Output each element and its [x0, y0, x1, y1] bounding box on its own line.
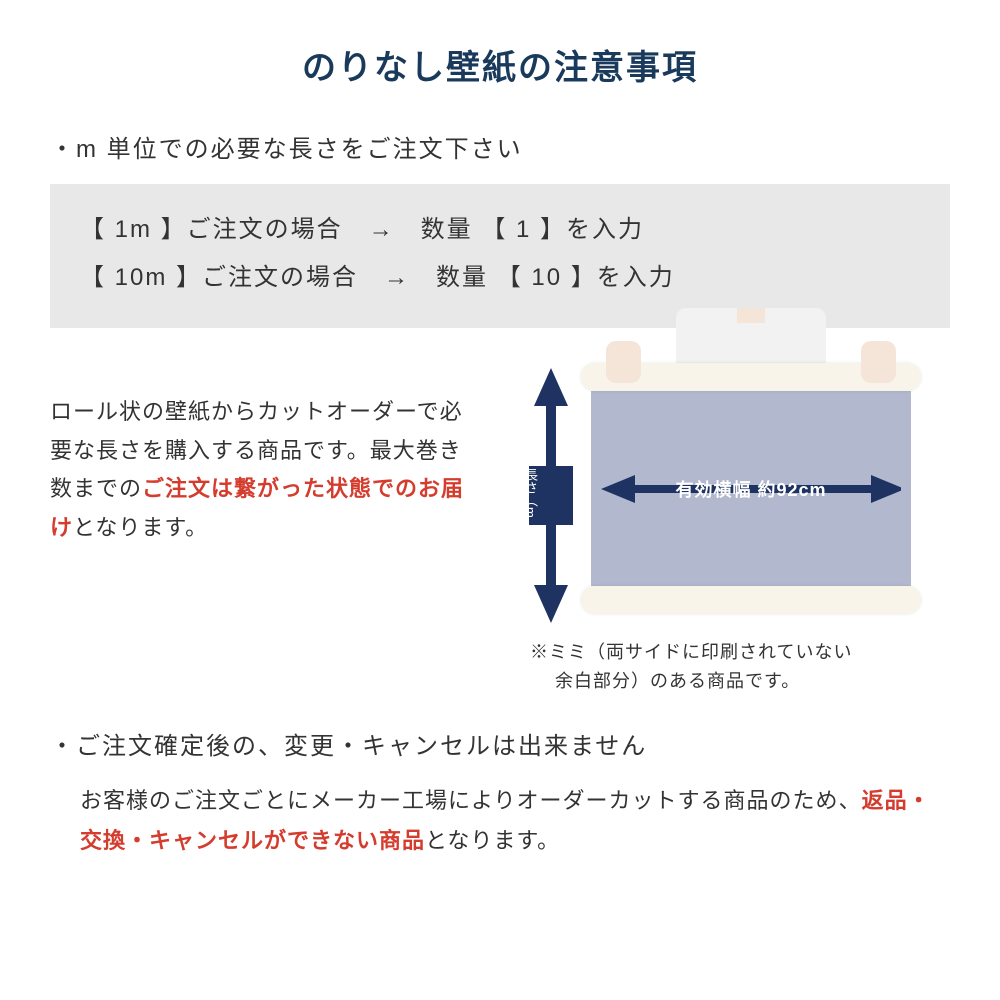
section1-heading: ・m 単位での必要な長さをご注文下さい: [50, 129, 950, 164]
middle-section: ロール状の壁紙からカットオーダーで必要な長さを購入する商品です。最大巻き数までの…: [50, 363, 950, 623]
page-title: のりなし壁紙の注意事項: [50, 40, 950, 89]
section2-heading: ・ご注文確定後の、変更・キャンセルは出来ません: [50, 726, 950, 761]
person-neck: [737, 308, 765, 323]
wallpaper-sheet: 有効横幅 約92cm: [591, 391, 911, 586]
roll-description: ロール状の壁紙からカットオーダーで必要な長さを購入する商品です。最大巻き数までの…: [50, 363, 480, 623]
example-line-1: 【 1m 】ご注文の場合 → 数量 【 1 】を入力: [80, 206, 920, 254]
hand-left: [606, 341, 641, 383]
roll-bottom: [581, 586, 921, 614]
hand-right: [861, 341, 896, 383]
mimi-note: ※ミミ（両サイドに印刷されていない 余白部分）のある商品です。: [50, 638, 950, 696]
desc-after: となります。: [73, 515, 208, 540]
section2-description: お客様のご注文ごとにメーカー工場によりオーダーカットする商品のため、返品・交換・…: [50, 781, 950, 862]
desc2-before: お客様のご注文ごとにメーカー工場によりオーダーカットする商品のため、: [80, 788, 862, 813]
desc2-after: となります。: [425, 828, 560, 853]
vertical-arrow: 長さ（m単位）: [529, 368, 573, 623]
vertical-label: 長さ（m単位）: [500, 463, 544, 522]
example-line-2: 【 10m 】ご注文の場合 → 数量 【 10 】を入力: [80, 254, 920, 302]
example-box: 【 1m 】ご注文の場合 → 数量 【 1 】を入力 【 10m 】ご注文の場合…: [50, 184, 950, 328]
wallpaper-panel: 有効横幅 約92cm: [581, 363, 921, 614]
diagram: 長さ（m単位） 有効横幅 約92cm: [500, 363, 950, 623]
width-label: 有効横幅 約92cm: [669, 476, 832, 502]
